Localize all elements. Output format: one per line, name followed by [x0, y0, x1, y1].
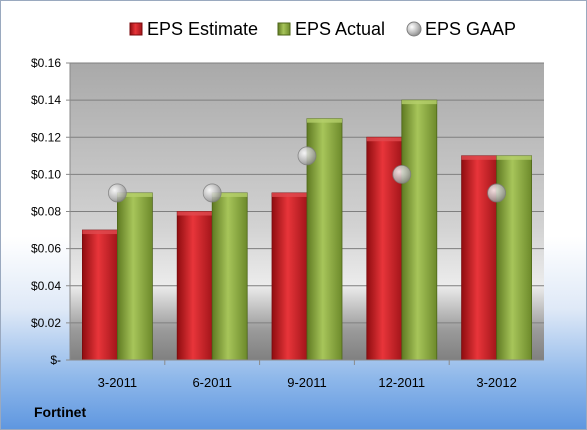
bar-top-highlight	[366, 137, 402, 142]
axes: $- $0.02 $0.04 $0.06 $0.08 $0.10 $0.12 $0.14 $0.…	[31, 56, 544, 390]
legend-label: EPS Estimate	[147, 19, 258, 39]
x-tick-label: 3-2012	[476, 375, 516, 390]
bar-eps-actual	[211, 192, 248, 361]
bar-top-highlight	[82, 230, 118, 235]
bar-top-highlight	[461, 155, 497, 160]
gaap-markers	[108, 146, 507, 203]
legend: EPS Estimate EPS Actual EPS GAAP	[129, 19, 516, 39]
marker-eps-gaap	[297, 146, 317, 166]
y-tick-label: $0.08	[31, 205, 61, 219]
legend-eps-gaap: EPS GAAP	[406, 19, 516, 39]
y-tick-label: $0.02	[31, 316, 61, 330]
marker-eps-gaap	[202, 183, 222, 203]
y-tick-label: $0.04	[31, 279, 61, 293]
bar-eps-estimate	[271, 192, 308, 361]
bar-top-highlight	[496, 155, 532, 160]
y-tick-label: $0.12	[31, 130, 61, 144]
bar-top-highlight	[307, 118, 342, 123]
y-tick-label: $0.16	[31, 56, 61, 70]
legend-label: EPS GAAP	[425, 19, 516, 39]
y-tick-label: $0.10	[31, 167, 61, 181]
company-label: Fortinet	[34, 404, 87, 420]
marker-eps-gaap	[487, 183, 507, 203]
legend-swatch	[406, 21, 422, 37]
bar-eps-actual	[401, 99, 438, 361]
marker-eps-gaap	[392, 164, 412, 184]
legend-eps-estimate: EPS Estimate	[129, 19, 258, 39]
y-tick-label: $0.14	[31, 93, 61, 107]
bar-eps-estimate	[82, 229, 118, 361]
bar-top-highlight	[212, 192, 248, 197]
x-tick-label: 9-2011	[287, 375, 327, 390]
marker-eps-gaap	[108, 183, 127, 203]
bar-eps-estimate	[176, 211, 213, 361]
bar-top-highlight	[177, 211, 213, 216]
x-tick-label: 6-2011	[192, 375, 232, 390]
y-tick-label: $0.06	[31, 242, 61, 256]
legend-eps-actual: EPS Actual	[277, 19, 385, 39]
bar-top-highlight	[272, 192, 307, 197]
bar-top-highlight	[117, 192, 153, 197]
bars	[82, 99, 533, 361]
bar-top-highlight	[401, 100, 437, 105]
y-tick-label: $-	[50, 353, 61, 367]
x-tick-label: 3-2011	[98, 375, 138, 390]
eps-chart: $- $0.02 $0.04 $0.06 $0.08 $0.10 $0.12 $0.14 $0.…	[31, 19, 544, 390]
legend-label: EPS Actual	[295, 19, 385, 39]
x-tick-label: 12-2011	[378, 375, 425, 390]
legend-swatch	[129, 22, 143, 36]
legend-swatch	[277, 22, 291, 36]
bar-eps-actual	[117, 192, 153, 361]
